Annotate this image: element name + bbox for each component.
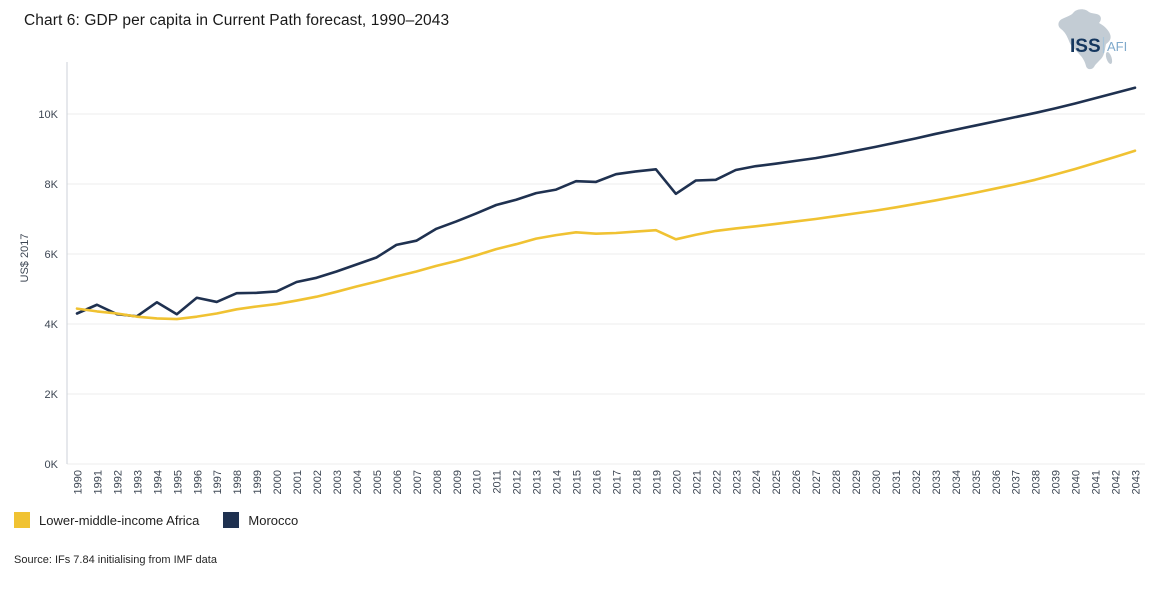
- x-tick-label: 2029: [851, 470, 863, 494]
- y-tick-label: 0K: [45, 459, 59, 471]
- x-tick-label: 2017: [611, 470, 623, 494]
- series-line-morocco: [75, 86, 1137, 318]
- x-tick-label: 2012: [512, 470, 524, 494]
- x-tick-label: 1992: [112, 470, 124, 494]
- y-tick-label: 10K: [38, 109, 58, 121]
- logo-afi-text: AFI: [1107, 39, 1127, 54]
- x-tick-label: 2001: [292, 470, 304, 494]
- x-tick-label: 2006: [392, 470, 404, 494]
- legend-label: Morocco: [248, 512, 299, 528]
- x-tick-label: 2025: [771, 470, 783, 494]
- x-tick-label: 1990: [73, 470, 85, 494]
- x-tick-label: 2008: [432, 470, 444, 494]
- y-axis-title: US$ 2017: [19, 234, 31, 283]
- x-tick-label: 2032: [911, 470, 923, 494]
- x-tick-label: 2042: [1111, 470, 1123, 494]
- chart-title: Chart 6: GDP per capita in Current Path …: [24, 12, 450, 29]
- x-tick-label: 2018: [631, 470, 643, 494]
- x-tick-label: 1994: [152, 470, 164, 494]
- x-tick-label: 2030: [871, 470, 883, 494]
- x-tick-label: 2039: [1051, 470, 1063, 494]
- x-tick-label: 2038: [1031, 470, 1043, 494]
- y-tick-label: 8K: [45, 179, 59, 191]
- x-tick-label: 1995: [172, 470, 184, 494]
- x-tick-label: 2023: [731, 470, 743, 494]
- x-tick-label: 2010: [472, 470, 484, 494]
- x-tick-label: 2033: [931, 470, 943, 494]
- legend-label: Lower-middle-income Africa: [39, 512, 200, 528]
- madagascar-icon: [1105, 52, 1113, 64]
- line-chart: 0K 2K 4K 6K 8K 10K US$ 2017 1990 1991 1992 1993 199…: [19, 62, 1145, 494]
- y-tick-label: 6K: [45, 249, 59, 261]
- x-tick-label: 2028: [831, 470, 843, 494]
- logo-iss-text: ISS: [1070, 36, 1101, 57]
- x-tick-label: 2004: [352, 470, 364, 494]
- x-tick-label: 2036: [991, 470, 1003, 494]
- x-tick-label: 1998: [232, 470, 244, 494]
- x-tick-label: 2040: [1071, 470, 1083, 494]
- x-tick-label: 2035: [971, 470, 983, 494]
- x-tick-label: 2014: [552, 470, 564, 494]
- x-tick-label: 2041: [1091, 470, 1103, 494]
- x-tick-label: 2031: [891, 470, 903, 494]
- x-tick-label: 2022: [711, 470, 723, 494]
- legend-item-morocco: Morocco: [223, 512, 298, 528]
- chart-legend: Lower-middle-income Africa Morocco: [14, 512, 298, 528]
- africa-map-icon: [1058, 9, 1111, 70]
- x-tick-label: 2015: [572, 470, 584, 494]
- x-tick-label: 2037: [1011, 470, 1023, 494]
- x-tick-label: 2000: [272, 470, 284, 494]
- x-tick-label: 2011: [492, 470, 504, 494]
- x-tick-label: 2002: [312, 470, 324, 494]
- legend-swatch-lower-middle-income-africa: [14, 512, 30, 528]
- x-tick-label: 2007: [412, 470, 424, 494]
- x-tick-label: 2021: [691, 470, 703, 494]
- x-tick-label: 2026: [791, 470, 803, 494]
- x-tick-label: 2020: [671, 470, 683, 494]
- x-tick-label: 1991: [92, 470, 104, 494]
- x-tick-label: 1997: [212, 470, 224, 494]
- x-tick-label: 1996: [192, 470, 204, 494]
- legend-swatch-morocco: [223, 512, 240, 528]
- x-tick-label: 2003: [332, 470, 344, 494]
- x-tick-label: 2005: [372, 470, 384, 494]
- y-tick-label: 2K: [45, 389, 59, 401]
- x-tick-label: 2024: [751, 470, 763, 494]
- legend-item-lower-middle-income-africa: Lower-middle-income Africa: [14, 512, 199, 528]
- x-tick-label: 2027: [811, 470, 823, 494]
- series-line-lower-middle-income-africa: [75, 149, 1137, 321]
- x-tick-label: 2013: [532, 470, 544, 494]
- source-note: Source: IFs 7.84 initialising from IMF d…: [14, 554, 217, 566]
- x-tick-label: 2016: [592, 470, 604, 494]
- logo-graphic: ISS AFI: [1058, 9, 1127, 70]
- x-tick-label: 1993: [132, 470, 144, 494]
- x-tick-label: 2034: [951, 470, 963, 494]
- x-tick-label: 2019: [651, 470, 663, 494]
- iss-afi-logo: ISS AFI: [1040, 8, 1135, 70]
- x-tick-label: 2043: [1131, 470, 1143, 494]
- y-tick-label: 4K: [45, 319, 59, 331]
- x-tick-label: 2009: [452, 470, 464, 494]
- x-tick-label: 1999: [252, 470, 264, 494]
